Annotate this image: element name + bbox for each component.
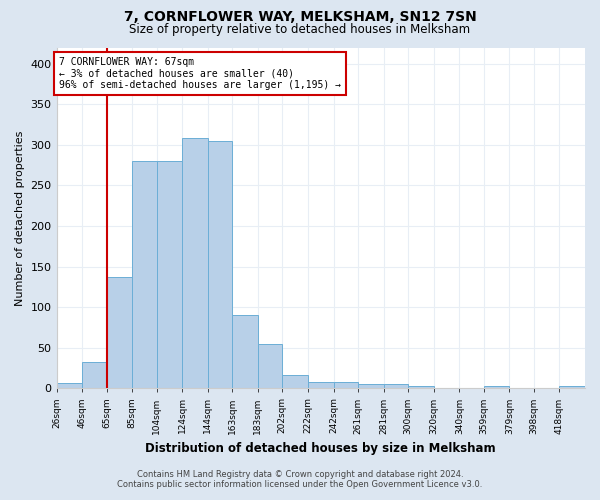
X-axis label: Distribution of detached houses by size in Melksham: Distribution of detached houses by size … [145,442,496,455]
Bar [157,161,182,388]
Bar [107,277,132,388]
Text: Contains HM Land Registry data © Crown copyright and database right 2024.
Contai: Contains HM Land Registry data © Crown c… [118,470,482,489]
Bar [282,376,308,388]
Bar [358,384,383,388]
Text: 7, CORNFLOWER WAY, MELKSHAM, SN12 7SN: 7, CORNFLOWER WAY, MELKSHAM, SN12 7SN [124,10,476,24]
Bar [484,386,509,388]
Bar [182,138,208,388]
Bar [232,315,258,388]
Bar [56,384,82,388]
Bar [208,141,232,388]
Bar [258,344,282,388]
Text: 7 CORNFLOWER WAY: 67sqm
← 3% of detached houses are smaller (40)
96% of semi-det: 7 CORNFLOWER WAY: 67sqm ← 3% of detached… [59,57,341,90]
Text: Size of property relative to detached houses in Melksham: Size of property relative to detached ho… [130,22,470,36]
Y-axis label: Number of detached properties: Number of detached properties [15,130,25,306]
Bar [334,382,358,388]
Bar [132,161,157,388]
Bar [559,386,585,388]
Bar [308,382,334,388]
Bar [383,384,408,388]
Bar [408,386,434,388]
Bar [82,362,107,388]
